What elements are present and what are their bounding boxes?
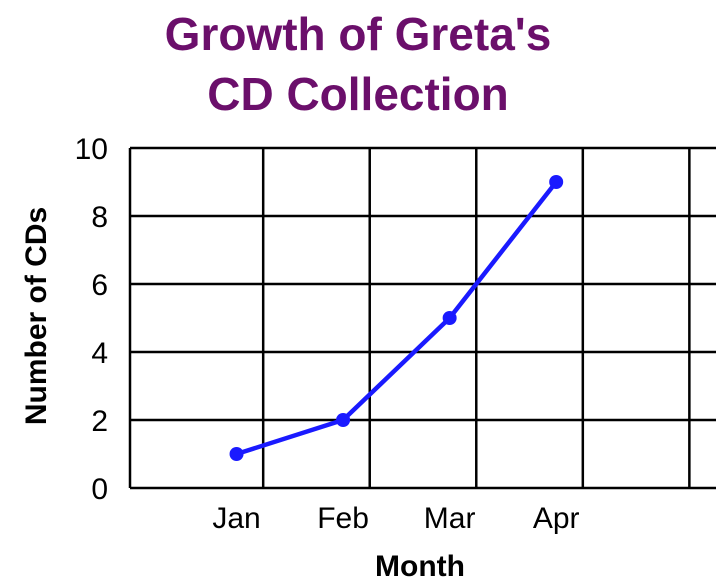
y-tick-label: 6 (91, 269, 108, 302)
y-axis-ticks: 0 2 4 6 8 10 (75, 133, 108, 506)
x-tick-label: Jan (212, 502, 260, 535)
data-point (229, 447, 244, 461)
y-axis-label: Number of CDs (20, 207, 53, 425)
y-tick-label: 10 (75, 133, 108, 166)
data-point (442, 311, 457, 325)
grid (128, 146, 716, 490)
chart-title-line-2: CD Collection (207, 68, 509, 120)
y-tick-label: 8 (91, 201, 108, 234)
series-line (234, 179, 559, 457)
x-tick-label: Feb (317, 502, 369, 535)
x-tick-label: Mar (424, 502, 476, 535)
data-point (336, 413, 351, 427)
y-tick-label: 2 (91, 405, 108, 438)
y-tick-label: 4 (91, 337, 108, 370)
data-point (549, 175, 564, 189)
y-tick-label: 0 (91, 473, 108, 506)
x-tick-label: Apr (533, 502, 580, 535)
chart-title-line-1: Growth of Greta's (164, 8, 552, 60)
series (229, 175, 564, 461)
x-axis-ticks: Jan Feb Mar Apr (212, 502, 579, 535)
x-axis-label: Month (375, 550, 465, 582)
